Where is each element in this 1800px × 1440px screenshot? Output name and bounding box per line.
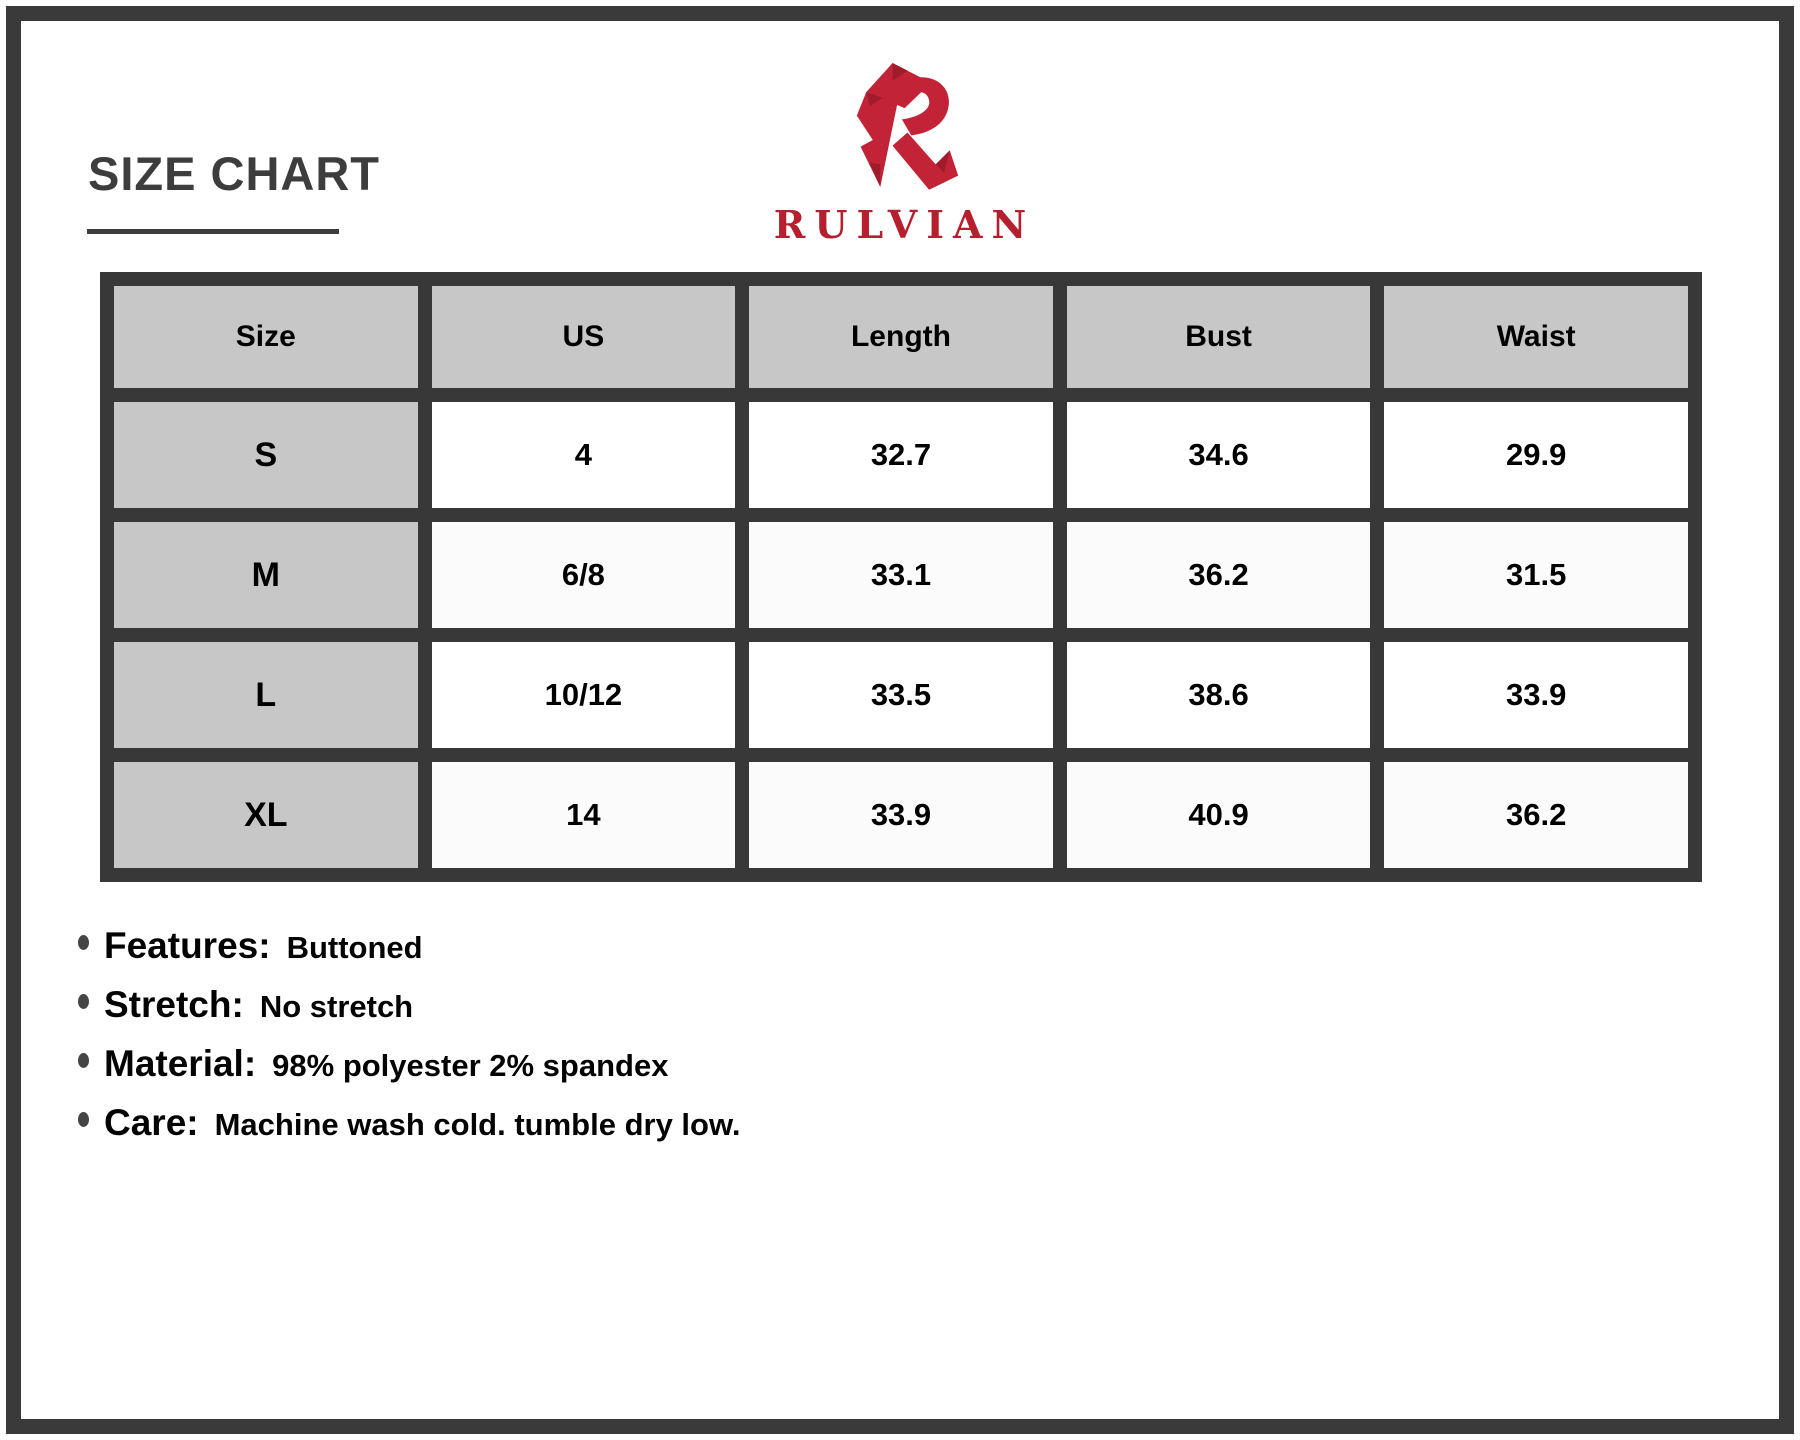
table-cell: 14 bbox=[417, 748, 750, 882]
list-item: Care: Machine wash cold. tumble dry low. bbox=[78, 1093, 741, 1152]
table-row: S 4 32.7 34.6 29.9 bbox=[100, 388, 1702, 522]
table-cell: 6/8 bbox=[417, 508, 750, 642]
title-underline bbox=[87, 229, 339, 234]
table-cell: 4 bbox=[417, 388, 750, 522]
angular-r-monogram-icon bbox=[856, 63, 959, 190]
detail-label: Features: bbox=[104, 925, 271, 966]
bullet-icon bbox=[78, 935, 89, 950]
detail-value: No stretch bbox=[259, 989, 414, 1024]
list-item: Stretch: No stretch bbox=[78, 975, 741, 1034]
table-cell: 32.7 bbox=[735, 388, 1067, 522]
header-cell-waist: Waist bbox=[1370, 272, 1702, 402]
page-title: SIZE CHART bbox=[88, 147, 380, 200]
table-cell: 40.9 bbox=[1052, 748, 1385, 882]
size-cell: XL bbox=[100, 748, 432, 882]
brand-logo: RULVIAN bbox=[0, 52, 1800, 247]
table-cell: 33.9 bbox=[735, 748, 1067, 882]
detail-value: Buttoned bbox=[286, 930, 423, 965]
table-cell: 33.1 bbox=[735, 508, 1067, 642]
table-row: L 10/12 33.5 38.6 33.9 bbox=[100, 628, 1702, 762]
list-item: Features: Buttoned bbox=[78, 916, 741, 975]
list-item: Material: 98% polyester 2% spandex bbox=[78, 1034, 741, 1093]
detail-value: 98% polyester 2% spandex bbox=[272, 1048, 669, 1083]
table-cell: 31.5 bbox=[1370, 508, 1702, 642]
table-cell: 10/12 bbox=[417, 628, 750, 762]
detail-label: Care: bbox=[104, 1102, 199, 1143]
bullet-icon bbox=[78, 1112, 89, 1127]
header-cell-us: US bbox=[417, 272, 750, 402]
table-row: XL 14 33.9 40.9 36.2 bbox=[100, 748, 1702, 882]
table-cell: 33.9 bbox=[1370, 628, 1702, 762]
header-cell-size: Size bbox=[100, 272, 432, 402]
table-cell: 29.9 bbox=[1370, 388, 1702, 522]
table-row: M 6/8 33.1 36.2 31.5 bbox=[100, 508, 1702, 642]
detail-label: Material: bbox=[104, 1043, 257, 1084]
size-cell: S bbox=[100, 388, 432, 522]
table-cell: 36.2 bbox=[1052, 508, 1385, 642]
brand-name: RULVIAN bbox=[773, 202, 1036, 247]
product-details-list: Features: Buttoned Stretch: No stretch Mat… bbox=[78, 916, 741, 1152]
table-cell: 34.6 bbox=[1052, 388, 1385, 522]
bullet-icon bbox=[78, 994, 89, 1009]
size-cell: L bbox=[100, 628, 432, 762]
header-cell-length: Length bbox=[735, 272, 1067, 402]
table-header-row: Size US Length Bust Waist bbox=[100, 272, 1702, 402]
table-cell: 33.5 bbox=[735, 628, 1067, 762]
size-cell: M bbox=[100, 508, 432, 642]
size-chart-table: Size US Length Bust Waist S 4 32.7 34.6 … bbox=[100, 272, 1702, 882]
table-cell: 38.6 bbox=[1052, 628, 1385, 762]
table-cell: 36.2 bbox=[1370, 748, 1702, 882]
detail-value: Machine wash cold. tumble dry low. bbox=[214, 1107, 741, 1142]
header-cell-bust: Bust bbox=[1052, 272, 1385, 402]
detail-label: Stretch: bbox=[104, 984, 244, 1025]
bullet-icon bbox=[78, 1053, 89, 1068]
